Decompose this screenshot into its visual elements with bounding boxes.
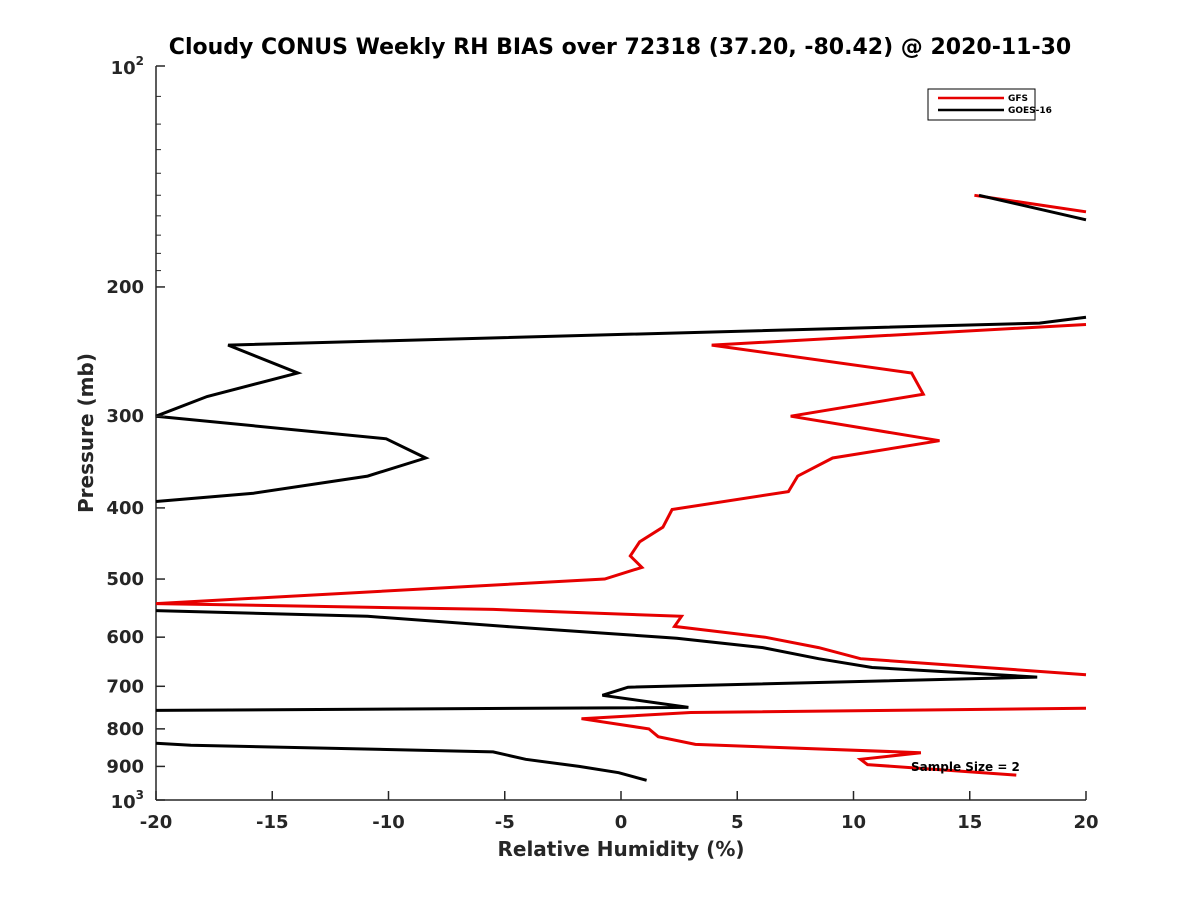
y-decade-label: 102 <box>111 54 144 79</box>
legend-label-gfs: GFS <box>1008 94 1028 104</box>
axis-ticks: -20 -15 -10 -5 0 5 10 15 20 200 300 400 500 600 700 800… <box>106 54 1098 833</box>
series-goes16-line-3 <box>155 741 647 782</box>
x-tick-label: 0 <box>615 812 628 833</box>
y-tick-label: 500 <box>106 569 144 590</box>
y-decade-exponent: 2 <box>136 54 144 68</box>
y-decade-base: 10 <box>111 58 136 79</box>
series-gfs-line-2 <box>581 706 1087 777</box>
x-tick-label: 15 <box>957 812 982 833</box>
series-goes16-line-2 <box>155 609 1038 712</box>
x-tick-label: 10 <box>841 812 866 833</box>
x-tick-label: 5 <box>731 812 744 833</box>
y-tick-label: 800 <box>106 719 144 740</box>
x-tick-label: 20 <box>1073 812 1098 833</box>
plot-series <box>155 193 1087 782</box>
sample-size-annotation: Sample Size = 2 <box>911 760 1020 774</box>
series-goes16-line-0 <box>978 193 1087 222</box>
y-decade-label: 103 <box>111 788 144 813</box>
y-decade-base: 10 <box>111 792 136 813</box>
y-tick-label: 600 <box>106 627 144 648</box>
x-tick-label: -15 <box>256 812 289 833</box>
legend: GFS GOES-16 <box>927 88 1052 121</box>
chart-title: Cloudy CONUS Weekly RH BIAS over 72318 (… <box>169 35 1071 60</box>
y-decade-exponent: 3 <box>136 788 144 802</box>
y-axis-label: Pressure (mb) <box>74 353 98 513</box>
y-tick-label: 900 <box>106 756 144 777</box>
series-gfs-line-1 <box>155 323 1087 677</box>
y-tick-label: 400 <box>106 498 144 519</box>
x-tick-label: -5 <box>495 812 515 833</box>
x-tick-label: -10 <box>372 812 405 833</box>
series-goes16-line-1 <box>155 315 1087 503</box>
x-tick-label: -20 <box>140 812 173 833</box>
legend-box <box>927 88 1036 121</box>
legend-label-goes16: GOES-16 <box>1008 106 1052 116</box>
x-axis-label: Relative Humidity (%) <box>497 837 744 861</box>
y-tick-label: 300 <box>106 406 144 427</box>
y-tick-label: 700 <box>106 676 144 697</box>
y-tick-label: 200 <box>106 277 144 298</box>
